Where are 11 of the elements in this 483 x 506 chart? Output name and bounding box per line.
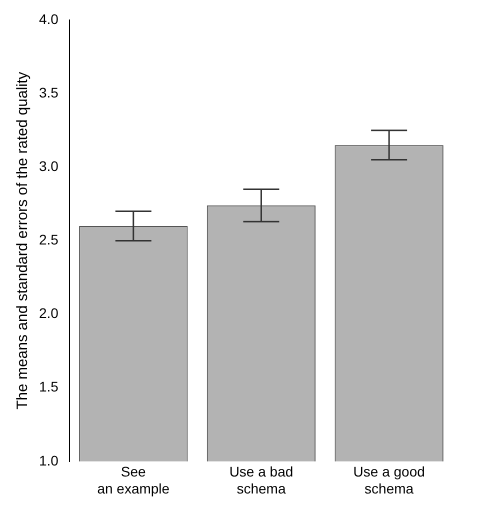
y-tick-label: 2.0 [38,305,59,322]
y-axis-title: The means and standard errors of the rated quality [14,71,32,410]
y-tick-label: 4.0 [38,10,59,27]
x-tick-label: See an example [97,464,170,496]
x-tick-label: Use a bad schema [229,464,294,496]
y-tick-label: 1.5 [38,378,59,395]
y-tick-label: 3.0 [38,158,59,174]
y-tick-label: 3.5 [38,84,59,100]
y-tick-label: 2.5 [38,232,59,248]
x-tick-label: Use a good schema [353,464,425,496]
y-tick-label: 1.0 [38,452,59,468]
